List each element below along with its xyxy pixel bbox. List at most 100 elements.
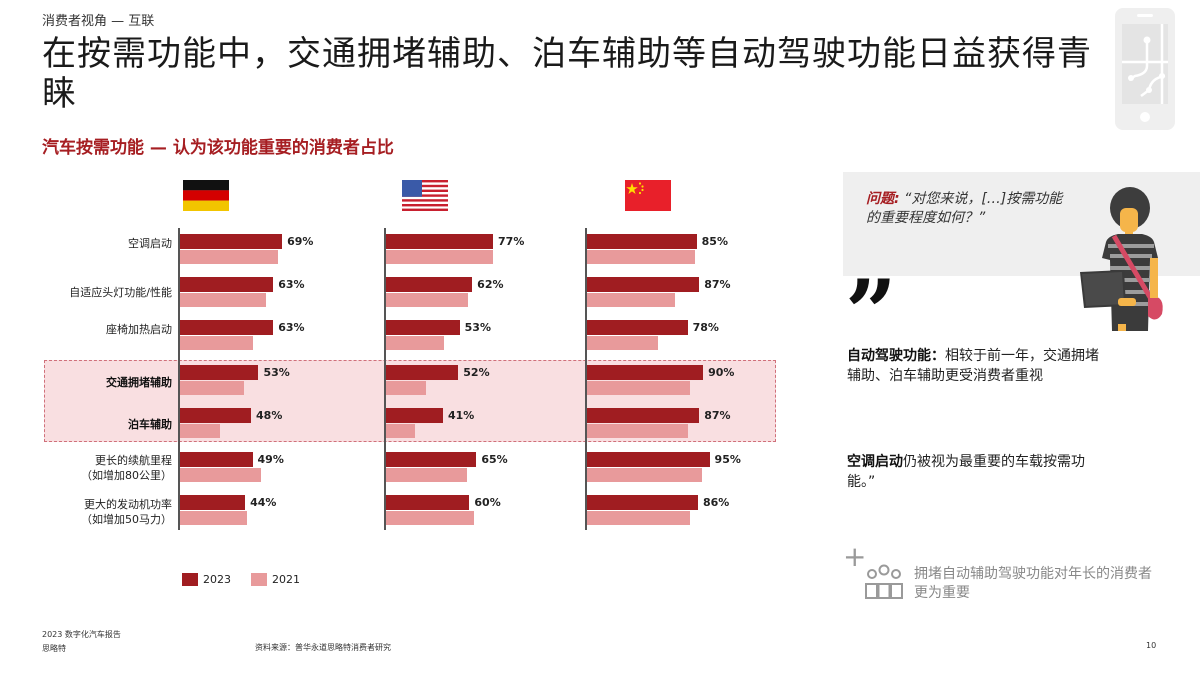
- insight-autonomous-label: 自动驾驶功能：: [847, 348, 945, 364]
- page-title: 在按需功能中，交通拥堵辅助、泊车辅助等自动驾驶功能日益获得青睐: [42, 34, 1092, 114]
- germany-bar-2021: [180, 468, 262, 482]
- china-bar-2023: [587, 408, 700, 423]
- legend-swatch-2021: [251, 573, 267, 586]
- germany-value-label: 53%: [263, 366, 290, 379]
- usa-value-label: 53%: [464, 321, 491, 334]
- legend-label-2023: 2023: [203, 573, 231, 586]
- germany-value-label: 44%: [250, 496, 277, 509]
- germany-bar-2023: [180, 408, 252, 423]
- germany-bar-2021: [180, 336, 253, 350]
- china-bar-2023: [587, 320, 688, 335]
- usa-bar-2023: [386, 277, 473, 292]
- china-bar-2021: [587, 293, 675, 307]
- usa-value-label: 41%: [447, 409, 475, 422]
- row-label-parking-assist: 泊车辅助: [128, 418, 172, 431]
- plus-icon: +: [843, 540, 867, 573]
- row-label-seat-heating: 座椅加热启动: [106, 323, 172, 336]
- row-label-traffic-jam-assist: 交通拥堵辅助: [106, 376, 172, 389]
- usa-bar-2021: [386, 381, 427, 395]
- china-value-label: 78%: [692, 321, 719, 334]
- footer-report-title: 2023 数字化汽车报告: [42, 630, 121, 639]
- legend-swatch-2023: [182, 573, 198, 586]
- usa-bar-2023: [386, 234, 494, 249]
- survey-question: 问题: “对您来说，[…]按需功能的重要程度如何？”: [866, 190, 1076, 228]
- people-group-icon: [865, 564, 903, 599]
- china-bar-2021: [587, 336, 658, 350]
- germany-bar-2023: [180, 277, 274, 292]
- china-bar-2023: [587, 365, 704, 380]
- question-label: 问题:: [866, 191, 900, 207]
- china-bar-2021: [587, 468, 702, 482]
- china-bar-2023: [587, 495, 698, 510]
- usa-bar-2021: [386, 250, 494, 264]
- china-bar-2021: [587, 511, 691, 525]
- germany-bar-2021: [180, 424, 220, 438]
- china-bar-2023: [587, 452, 710, 467]
- usa-bar-2023: [386, 452, 477, 467]
- phone-circuit-icon: [1115, 8, 1175, 130]
- closing-quote-icon: ”: [845, 260, 897, 366]
- insight-ac-start: 空调启动仍被视为最重要的车载按需功能。”: [847, 452, 1107, 492]
- insight-autonomous: 自动驾驶功能：相较于前一年，交通拥堵辅助、泊车辅助更受消费者重视: [847, 346, 1107, 386]
- germany-bar-2023: [180, 234, 283, 249]
- row-label-more-power: 更大的发动机功率 （如增加50马力）: [81, 498, 172, 526]
- germany-bar-2021: [180, 381, 244, 395]
- china-value-label: 87%: [704, 278, 731, 291]
- china-bar-2023: [587, 234, 697, 249]
- usa-bar-2021: [386, 336, 445, 350]
- insight-ac-label: 空调启动: [847, 454, 903, 470]
- china-value-label: 87%: [704, 409, 731, 422]
- person-with-laptop-illustration: [1080, 187, 1163, 331]
- germany-value-label: 49%: [257, 453, 284, 466]
- germany-bar-2021: [180, 511, 247, 525]
- insight-ac-text: 仍被视为最重要的车载按需功能。”: [847, 454, 1085, 490]
- china-value-label: 90%: [708, 366, 735, 379]
- usa-value-label: 65%: [481, 453, 508, 466]
- usa-value-label: 52%: [463, 366, 490, 379]
- usa-bar-2021: [386, 468, 467, 482]
- germany-axis: [178, 228, 180, 530]
- china-bar-2021: [587, 250, 696, 264]
- legend-item-2021: 2021: [251, 573, 300, 586]
- china-axis: [585, 228, 587, 530]
- section-kicker: 消费者视角 — 互联: [42, 14, 155, 29]
- germany-bar-2023: [180, 365, 259, 380]
- usa-value-label: 62%: [477, 278, 504, 291]
- footer-brand: 思略特: [42, 644, 66, 653]
- china-bar-2021: [587, 381, 691, 395]
- row-label-longer-range: 更长的续航里程 （如增加80公里）: [81, 454, 172, 482]
- aside-note: 拥堵自动辅助驾驶功能对年长的消费者更为重要: [914, 566, 1152, 601]
- usa-bar-2023: [386, 408, 443, 423]
- china-value-label: 86%: [702, 496, 730, 509]
- page-number: 10: [1146, 641, 1157, 650]
- germany-value-label: 69%: [287, 235, 314, 248]
- chart-legend: 2023 2021: [182, 573, 314, 586]
- china-value-label: 95%: [714, 453, 741, 466]
- insight-autonomous-text: 相较于前一年，交通拥堵辅助、泊车辅助更受消费者重视: [847, 348, 1099, 384]
- usa-axis: [384, 228, 386, 530]
- footer-source: 资料来源：普华永道思略特消费者研究: [255, 643, 391, 652]
- footer-report: 2023 数字化汽车报告 思略特: [42, 628, 121, 656]
- germany-value-label: 63%: [278, 321, 305, 334]
- usa-bar-2023: [386, 495, 470, 510]
- germany-bar-2023: [180, 452, 253, 467]
- legend-item-2023: 2023: [182, 573, 231, 586]
- germany-bar-2021: [180, 250, 278, 264]
- china-value-label: 85%: [701, 235, 728, 248]
- usa-bar-2021: [386, 511, 474, 525]
- question-text: “对您来说，[…]按需功能的重要程度如何？”: [866, 191, 1063, 226]
- china-bar-2023: [587, 277, 700, 292]
- row-label-ac-start: 空调启动: [128, 237, 172, 250]
- usa-bar-2021: [386, 424, 416, 438]
- germany-bar-2021: [180, 293, 266, 307]
- usa-flag-icon: [402, 180, 448, 211]
- germany-flag-icon: [183, 180, 229, 211]
- germany-value-label: 48%: [256, 409, 283, 422]
- germany-bar-2023: [180, 320, 274, 335]
- usa-bar-2023: [386, 365, 459, 380]
- usa-value-label: 60%: [474, 496, 501, 509]
- germany-value-label: 63%: [278, 278, 305, 291]
- usa-bar-2021: [386, 293, 468, 307]
- usa-bar-2023: [386, 320, 460, 335]
- china-flag-icon: [625, 180, 671, 211]
